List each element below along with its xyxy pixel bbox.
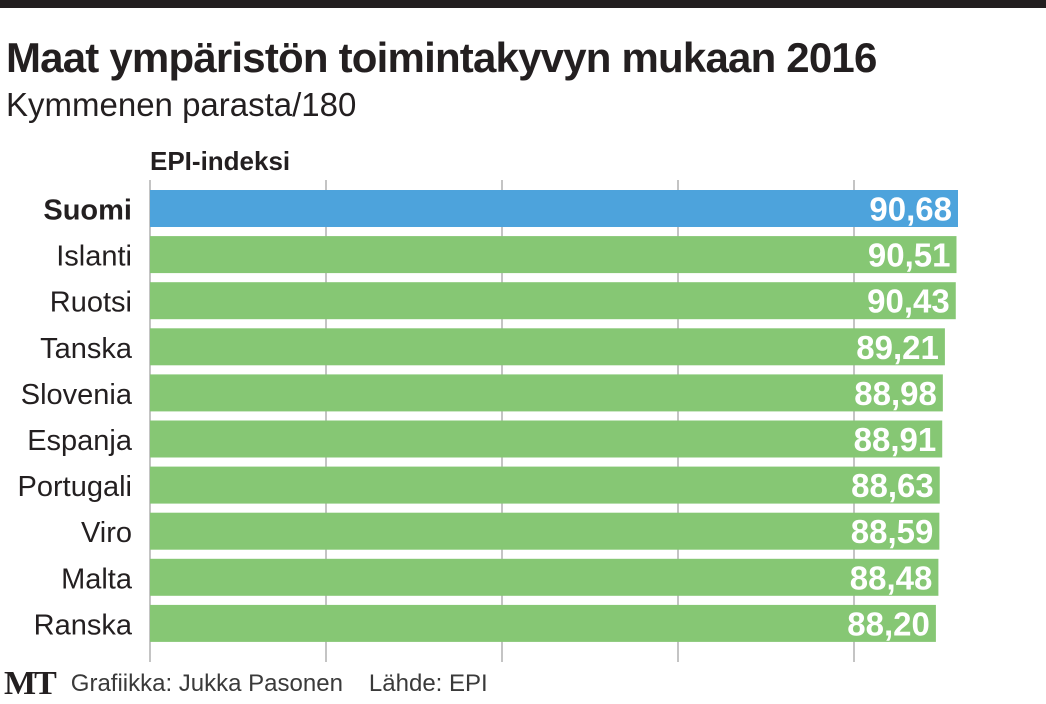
bar-ruotsi (150, 282, 956, 320)
chart-subtitle: Kymmenen parasta/180 (6, 86, 357, 123)
data-label: 88,91 (854, 421, 937, 458)
footer: MT Grafiikka: Jukka Pasonen Lähde: EPI (4, 664, 488, 704)
bar-islanti (150, 236, 957, 274)
category-label: Slovenia (21, 379, 133, 411)
bar-portugali (150, 466, 940, 504)
bar-ranska (150, 604, 936, 642)
graphics-credit: Grafiikka: Jukka Pasonen (70, 670, 343, 697)
bar-viro (150, 512, 940, 550)
category-label: Portugali (18, 471, 132, 503)
bar-espanja (150, 420, 943, 458)
category-label: Tanska (40, 333, 133, 365)
data-source: Lähde: EPI (368, 670, 488, 697)
data-label: 90,51 (868, 237, 951, 274)
category-label: Suomi (43, 195, 132, 227)
data-label: 90,43 (867, 283, 950, 320)
bar-slovenia (150, 374, 943, 412)
bar-malta (150, 558, 939, 596)
data-label: 90,68 (869, 191, 952, 228)
data-label: 89,21 (856, 329, 939, 366)
data-label: 88,59 (851, 513, 934, 550)
category-label: Ranska (34, 609, 133, 641)
top-rule (0, 0, 1046, 8)
data-label: 88,98 (854, 375, 937, 412)
bar-tanska (150, 328, 945, 366)
bar-suomi (150, 190, 958, 227)
bar-chart: Suomi 90,68 Islanti 90,51 Ruotsi 90,43 Tanska 8… (18, 180, 958, 662)
x-axis-label: EPI-indeksi (150, 146, 291, 176)
mt-logo: MT (4, 665, 57, 702)
data-label: 88,63 (851, 467, 934, 504)
chart-title: Maat ympäristön toimintakyvyn mukaan 201… (6, 34, 877, 81)
category-label: Islanti (56, 241, 132, 273)
category-label: Ruotsi (50, 287, 132, 319)
category-label: Espanja (27, 425, 133, 457)
category-label: Viro (81, 517, 132, 549)
data-label: 88,20 (847, 605, 930, 642)
data-label: 88,48 (850, 559, 933, 596)
category-label: Malta (61, 563, 133, 595)
